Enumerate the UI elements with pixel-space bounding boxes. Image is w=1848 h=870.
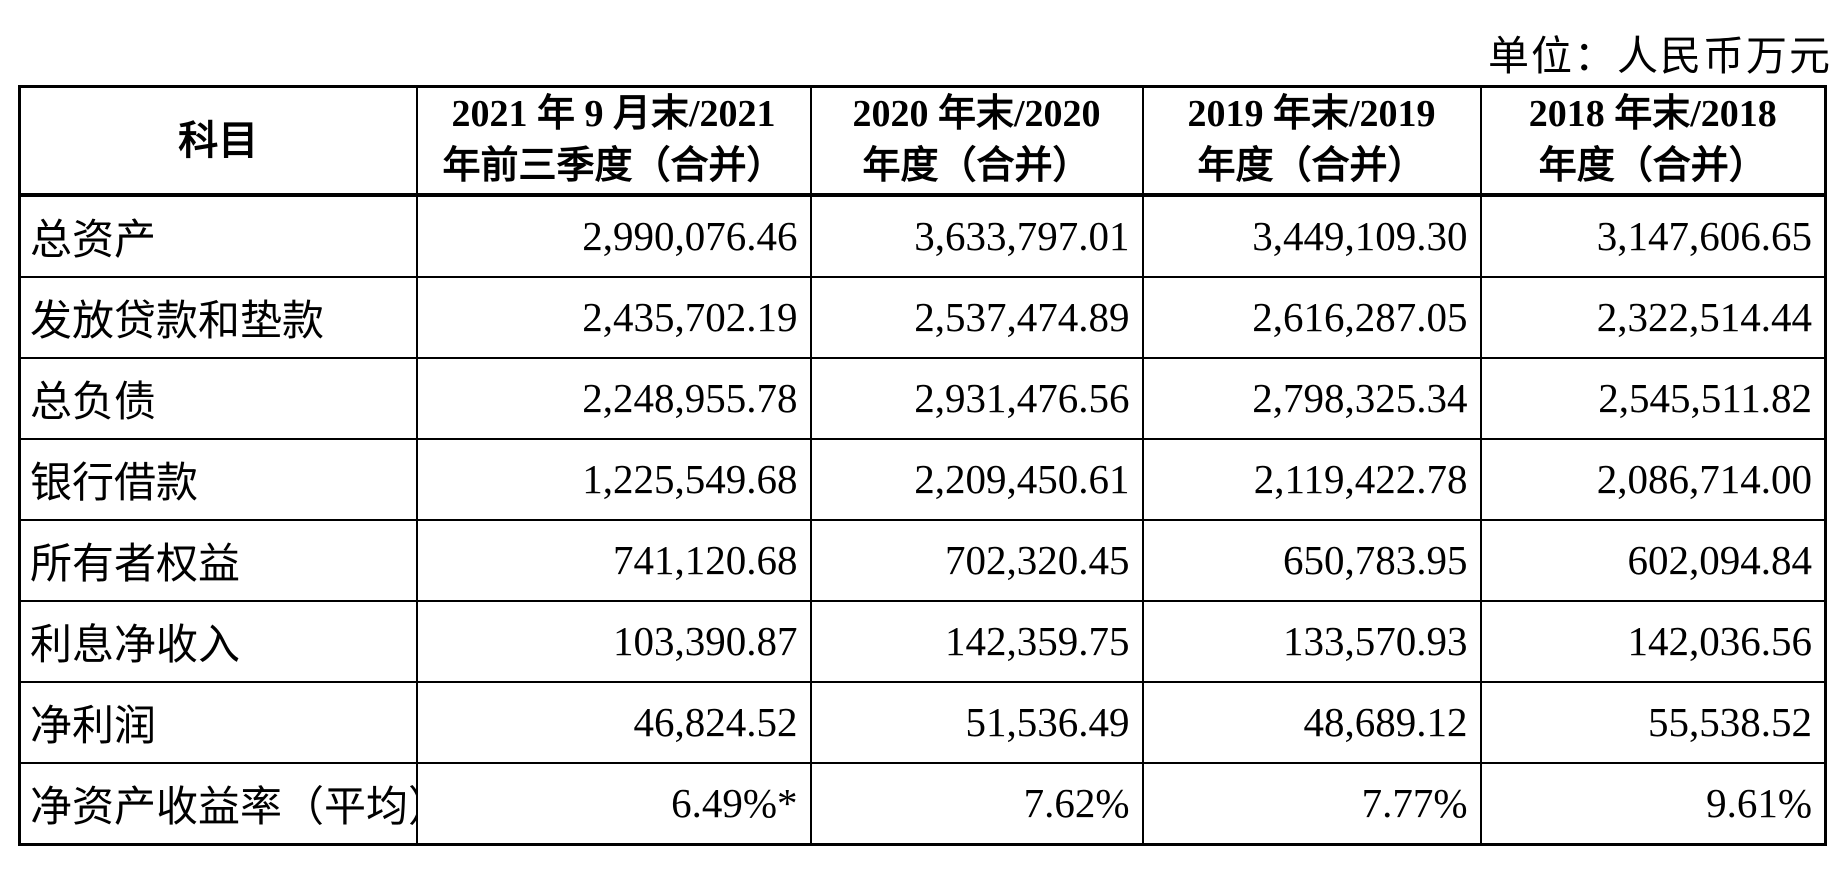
table-row-bank-borrowings: 银行借款 1,225,549.68 2,209,450.61 2,119,422… bbox=[18, 437, 1827, 521]
table-row-total-liabilities: 总负债 2,248,955.78 2,931,476.56 2,798,325.… bbox=[18, 356, 1827, 440]
cell-value: 7.77% bbox=[1141, 761, 1482, 846]
cell-value: 133,570.93 bbox=[1141, 599, 1482, 683]
cell-value: 2,798,325.34 bbox=[1141, 356, 1482, 440]
header-col-2019-line2: 年度（合并） bbox=[1197, 145, 1426, 188]
cell-value: 48,689.12 bbox=[1141, 680, 1482, 764]
cell-value: 2,435,702.19 bbox=[415, 275, 812, 359]
cell-value: 2,990,076.46 bbox=[415, 193, 812, 278]
header-col-2019-line1: 2019 年末/2019 bbox=[1187, 93, 1436, 135]
header-col-2020-line1: 2020 年末/2020 bbox=[852, 93, 1101, 135]
cell-value: 7.62% bbox=[809, 761, 1144, 846]
table-row-owners-equity: 所有者权益 741,120.68 702,320.45 650,783.95 6… bbox=[18, 518, 1827, 602]
cell-value: 2,931,476.56 bbox=[809, 356, 1144, 440]
cell-value: 702,320.45 bbox=[809, 518, 1144, 602]
cell-value: 2,322,514.44 bbox=[1479, 275, 1827, 359]
cell-value: 2,537,474.89 bbox=[809, 275, 1144, 359]
cell-value: 46,824.52 bbox=[415, 680, 812, 764]
header-col-2018-line1: 2018 年末/2018 bbox=[1528, 93, 1777, 135]
cell-value: 2,545,511.82 bbox=[1479, 356, 1827, 440]
row-label: 净利润 bbox=[18, 680, 418, 764]
table-row-total-assets: 总资产 2,990,076.46 3,633,797.01 3,449,109.… bbox=[18, 193, 1827, 278]
header-col-2020: 2020 年末/2020 年度（合并） bbox=[809, 85, 1144, 197]
cell-value: 3,147,606.65 bbox=[1479, 193, 1827, 278]
cell-value: 602,094.84 bbox=[1479, 518, 1827, 602]
cell-value: 55,538.52 bbox=[1479, 680, 1827, 764]
header-col-2021-line2: 年前三季度（合并） bbox=[442, 145, 785, 188]
cell-value: 741,120.68 bbox=[415, 518, 812, 602]
table-header-row: 科目 2021 年 9 月末/2021 年前三季度（合并） 2020 年末/20… bbox=[18, 85, 1827, 197]
header-col-2018-line2: 年度（合并） bbox=[1538, 145, 1767, 188]
table-row-roe-average: 净资产收益率（平均） 6.49%* 7.62% 7.77% 9.61% bbox=[18, 761, 1827, 846]
row-label: 总负债 bbox=[18, 356, 418, 440]
financial-summary-table: 科目 2021 年 9 月末/2021 年前三季度（合并） 2020 年末/20… bbox=[18, 85, 1827, 846]
header-col-2021: 2021 年 9 月末/2021 年前三季度（合并） bbox=[415, 85, 812, 197]
cell-value: 650,783.95 bbox=[1141, 518, 1482, 602]
row-label: 总资产 bbox=[18, 193, 418, 278]
header-subject-label: 科目 bbox=[178, 117, 259, 163]
unit-label: 单位：人民币万元 bbox=[1488, 33, 1832, 79]
cell-value: 142,359.75 bbox=[809, 599, 1144, 683]
cell-value: 142,036.56 bbox=[1479, 599, 1827, 683]
cell-value: 2,086,714.00 bbox=[1479, 437, 1827, 521]
cell-value: 3,633,797.01 bbox=[809, 193, 1144, 278]
header-col-2021-line1: 2021 年 9 月末/2021 bbox=[451, 93, 776, 135]
cell-value: 9.61% bbox=[1479, 761, 1827, 846]
header-col-2018: 2018 年末/2018 年度（合并） bbox=[1479, 85, 1827, 197]
row-label: 净资产收益率（平均） bbox=[18, 761, 418, 846]
header-col-2019: 2019 年末/2019 年度（合并） bbox=[1141, 85, 1482, 197]
cell-value: 3,449,109.30 bbox=[1141, 193, 1482, 278]
header-col-2020-line2: 年度（合并） bbox=[862, 145, 1091, 188]
cell-value: 2,119,422.78 bbox=[1141, 437, 1482, 521]
cell-value: 2,616,287.05 bbox=[1141, 275, 1482, 359]
cell-value: 51,536.49 bbox=[809, 680, 1144, 764]
table-row-net-interest-income: 利息净收入 103,390.87 142,359.75 133,570.93 1… bbox=[18, 599, 1827, 683]
row-label: 发放贷款和垫款 bbox=[18, 275, 418, 359]
table-row-loans-advances: 发放贷款和垫款 2,435,702.19 2,537,474.89 2,616,… bbox=[18, 275, 1827, 359]
row-label: 所有者权益 bbox=[18, 518, 418, 602]
row-label: 利息净收入 bbox=[18, 599, 418, 683]
row-label: 银行借款 bbox=[18, 437, 418, 521]
cell-value: 1,225,549.68 bbox=[415, 437, 812, 521]
cell-value: 6.49%* bbox=[415, 761, 812, 846]
cell-value: 2,248,955.78 bbox=[415, 356, 812, 440]
table-row-net-profit: 净利润 46,824.52 51,536.49 48,689.12 55,538… bbox=[18, 680, 1827, 764]
cell-value: 2,209,450.61 bbox=[809, 437, 1144, 521]
header-subject: 科目 bbox=[18, 85, 418, 197]
cell-value: 103,390.87 bbox=[415, 599, 812, 683]
